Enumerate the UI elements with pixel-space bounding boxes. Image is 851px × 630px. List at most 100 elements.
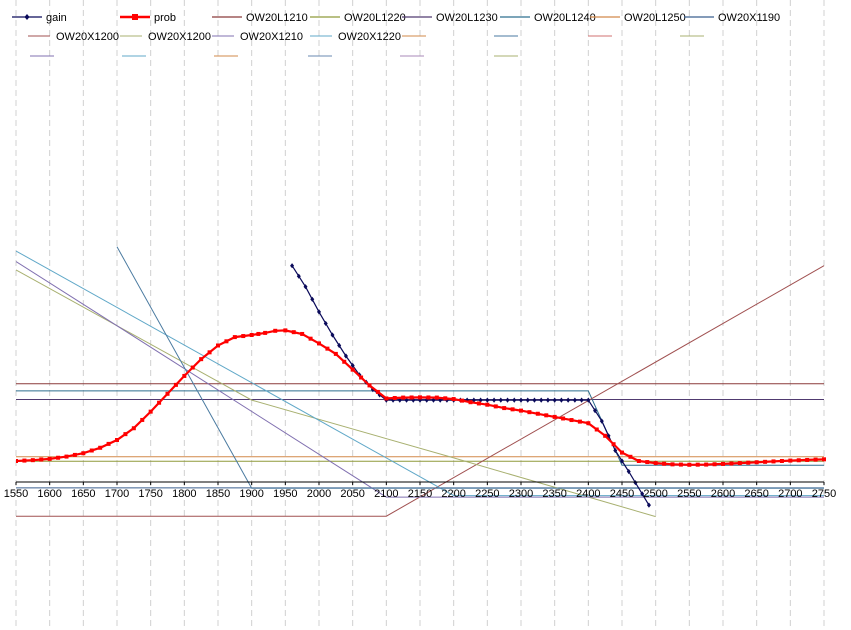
prob-point xyxy=(729,461,734,466)
prob-point xyxy=(687,462,692,467)
prob-point xyxy=(510,407,515,412)
prob-point xyxy=(72,452,77,457)
prob-point xyxy=(190,365,195,370)
gain-point xyxy=(411,397,416,403)
legend-label-row2-0: OW20X1200 xyxy=(56,31,119,43)
prob-point xyxy=(535,411,540,416)
legend-label-row2-1: OW20X1200 xyxy=(148,31,211,43)
prob-point xyxy=(569,418,574,423)
prob-point xyxy=(426,395,431,400)
prob-point xyxy=(594,427,599,432)
series-line-ow20x1210 xyxy=(16,261,824,498)
gain-point xyxy=(337,342,342,349)
prob-point xyxy=(22,458,27,463)
prob-point xyxy=(670,462,675,467)
prob-point xyxy=(350,367,355,372)
x-tick-label-2250: 2250 xyxy=(475,488,499,500)
legend-label-ow20l1210: OW20L1210 xyxy=(246,12,308,24)
prob-point xyxy=(249,333,254,337)
legend-label-gain: gain xyxy=(46,12,67,24)
x-tick-label-2300: 2300 xyxy=(509,488,533,500)
gain-point xyxy=(296,273,301,279)
prob-point xyxy=(662,461,667,466)
gain-point xyxy=(418,397,422,403)
gain-point xyxy=(552,397,557,403)
x-tick-label-1800: 1800 xyxy=(172,488,196,500)
x-tick-label-1600: 1600 xyxy=(37,488,61,500)
prob-point xyxy=(375,389,380,394)
prob-point xyxy=(544,413,549,418)
prob-point xyxy=(384,396,389,401)
gain-point xyxy=(391,397,396,403)
prob-point xyxy=(291,330,296,335)
prob-point xyxy=(81,451,86,456)
series-line-gain xyxy=(291,265,650,506)
gain-point xyxy=(586,397,591,403)
gain-point xyxy=(532,397,537,403)
gain-point xyxy=(620,458,624,464)
prob-point xyxy=(392,396,397,400)
legend-label-ow20l1230: OW20L1230 xyxy=(436,12,498,24)
prob-point xyxy=(89,448,94,453)
gain-point xyxy=(343,353,348,359)
x-tick-label-2000: 2000 xyxy=(307,488,331,500)
prob-point xyxy=(256,331,261,336)
gain-point xyxy=(438,397,443,403)
prob-point xyxy=(620,450,624,455)
prob-point xyxy=(64,454,69,459)
prob-point xyxy=(157,400,162,405)
prob-point xyxy=(704,462,709,467)
gain-point xyxy=(646,502,651,508)
prob-point xyxy=(199,357,204,362)
gain-point xyxy=(424,397,429,403)
gain-point xyxy=(471,397,476,403)
prob-point xyxy=(527,410,532,415)
prob-point xyxy=(502,406,507,411)
prob-point xyxy=(317,341,321,346)
series-gain-0 xyxy=(290,263,651,508)
prob-point xyxy=(434,395,439,400)
prob-point xyxy=(165,391,170,396)
series-prob-1 xyxy=(16,328,826,467)
series-unnamed-12 xyxy=(116,246,824,489)
prob-point xyxy=(359,375,364,380)
prob-point xyxy=(418,395,422,400)
prob-point xyxy=(611,442,616,447)
series-line-ow20x1220 xyxy=(16,250,824,497)
prob-point xyxy=(552,414,557,419)
gain-point xyxy=(606,433,611,439)
gain-point xyxy=(626,468,631,475)
prob-point xyxy=(409,395,414,400)
prob-point xyxy=(476,401,481,406)
prob-point xyxy=(131,426,136,431)
prob-point xyxy=(779,459,784,463)
prob-point xyxy=(771,459,776,464)
prob-point xyxy=(216,343,220,348)
prob-point xyxy=(30,458,35,463)
series-line-ow20x1200 xyxy=(16,265,825,517)
x-tick-label-1850: 1850 xyxy=(206,488,230,500)
prob-point xyxy=(451,397,456,402)
prob-point xyxy=(308,336,313,341)
prob-point xyxy=(443,396,448,401)
prob-point xyxy=(283,328,288,333)
legend-marker-gain xyxy=(24,14,30,20)
series-ow20x1200-8 xyxy=(16,265,825,517)
gain-point xyxy=(370,387,375,393)
gain-point xyxy=(593,408,598,414)
prob-point xyxy=(746,460,751,465)
legend-label-ow20l1240: OW20L1240 xyxy=(534,12,596,24)
x-tick-label-1750: 1750 xyxy=(138,488,162,500)
prob-point xyxy=(493,404,498,409)
gain-point xyxy=(290,263,295,269)
prob-point xyxy=(98,445,103,450)
prob-point xyxy=(636,459,641,463)
series-line-unnamed xyxy=(116,246,824,489)
gain-point xyxy=(303,284,308,290)
prob-point xyxy=(468,400,473,405)
prob-point xyxy=(300,331,305,336)
prob-point xyxy=(695,462,700,467)
prob-point xyxy=(653,461,658,466)
prob-point xyxy=(678,462,683,467)
prob-point xyxy=(148,409,153,414)
